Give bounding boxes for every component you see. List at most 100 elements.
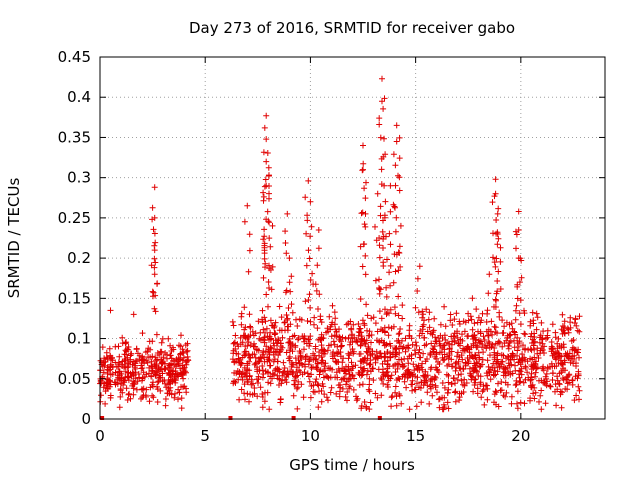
data-point <box>125 377 132 384</box>
y-tick-label: 0.25 <box>58 209 91 227</box>
data-point <box>261 124 268 131</box>
data-point <box>376 235 383 241</box>
data-point <box>533 310 540 317</box>
data-point <box>277 396 284 402</box>
data-point <box>332 315 339 322</box>
y-tick-label: 0.3 <box>67 169 91 187</box>
data-point <box>454 349 461 356</box>
data-point <box>324 325 331 332</box>
data-point <box>361 185 368 192</box>
data-point <box>447 317 454 324</box>
data-point <box>419 308 426 315</box>
data-point <box>452 380 458 387</box>
data-point <box>275 375 281 382</box>
data-point <box>357 325 364 332</box>
data-point <box>349 346 356 352</box>
data-point <box>426 309 433 316</box>
data-point <box>472 379 479 386</box>
data-point <box>491 364 498 371</box>
data-point <box>396 330 403 337</box>
data-point <box>541 343 548 350</box>
data-point <box>314 325 321 332</box>
data-point <box>231 378 238 385</box>
data-point <box>287 288 294 295</box>
data-point <box>386 269 393 276</box>
data-point <box>401 355 408 362</box>
data-point <box>284 371 291 378</box>
data-point <box>307 318 314 325</box>
data-point <box>289 333 296 340</box>
data-point <box>307 198 314 205</box>
data-point <box>293 316 299 323</box>
data-point <box>283 250 290 257</box>
data-point <box>574 327 581 334</box>
data-point <box>293 368 300 375</box>
data-point <box>448 380 455 387</box>
data-point <box>385 384 391 390</box>
plot-frame <box>99 56 606 420</box>
data-point <box>231 369 238 376</box>
data-point <box>259 391 266 397</box>
data-point <box>267 380 274 387</box>
data-point <box>310 350 317 357</box>
data-point <box>361 322 368 329</box>
y-tick-label: 0.15 <box>58 289 91 307</box>
data-point <box>265 303 271 310</box>
data-point <box>558 404 565 411</box>
data-point <box>361 241 368 247</box>
data-point <box>524 358 531 365</box>
data-point <box>436 404 443 411</box>
data-point <box>179 346 186 353</box>
data-point <box>363 371 370 378</box>
data-point <box>391 203 398 210</box>
data-point <box>101 362 108 369</box>
data-point <box>427 350 434 357</box>
data-point <box>352 362 359 369</box>
data-point <box>465 317 472 324</box>
data-point <box>461 328 468 335</box>
data-point <box>162 350 169 356</box>
data-point <box>515 208 522 215</box>
data-point <box>334 374 341 381</box>
data-point <box>412 304 419 311</box>
data-point <box>149 288 156 295</box>
data-point <box>259 363 266 369</box>
data-point <box>366 381 373 388</box>
data-point <box>311 314 318 321</box>
data-point <box>378 155 385 162</box>
data-point <box>508 393 515 400</box>
data-point <box>327 323 334 330</box>
data-point <box>528 376 534 383</box>
data-point <box>512 316 519 323</box>
data-point <box>260 236 267 243</box>
data-point <box>377 203 384 210</box>
data-point <box>336 393 343 400</box>
data-point <box>521 310 528 317</box>
data-point <box>260 149 267 156</box>
data-point <box>292 373 299 380</box>
data-point <box>427 366 434 373</box>
data-point <box>148 262 155 269</box>
data-point <box>553 402 560 409</box>
data-point <box>345 366 352 373</box>
data-point <box>439 380 446 386</box>
data-point <box>363 360 370 367</box>
data-point <box>384 309 391 316</box>
data-point <box>514 400 520 407</box>
data-point <box>498 379 505 385</box>
data-point <box>263 158 270 165</box>
data-point <box>382 306 388 313</box>
data-point <box>149 392 156 399</box>
data-point <box>534 314 541 321</box>
data-point <box>560 376 567 383</box>
data-point <box>403 384 410 391</box>
data-point <box>298 355 305 361</box>
data-point <box>318 398 325 405</box>
data-point <box>344 389 351 395</box>
data-point <box>324 373 331 380</box>
data-point <box>459 331 465 338</box>
data-point <box>252 330 259 337</box>
data-point <box>247 342 254 349</box>
data-point <box>515 343 522 350</box>
data-point <box>104 385 111 392</box>
